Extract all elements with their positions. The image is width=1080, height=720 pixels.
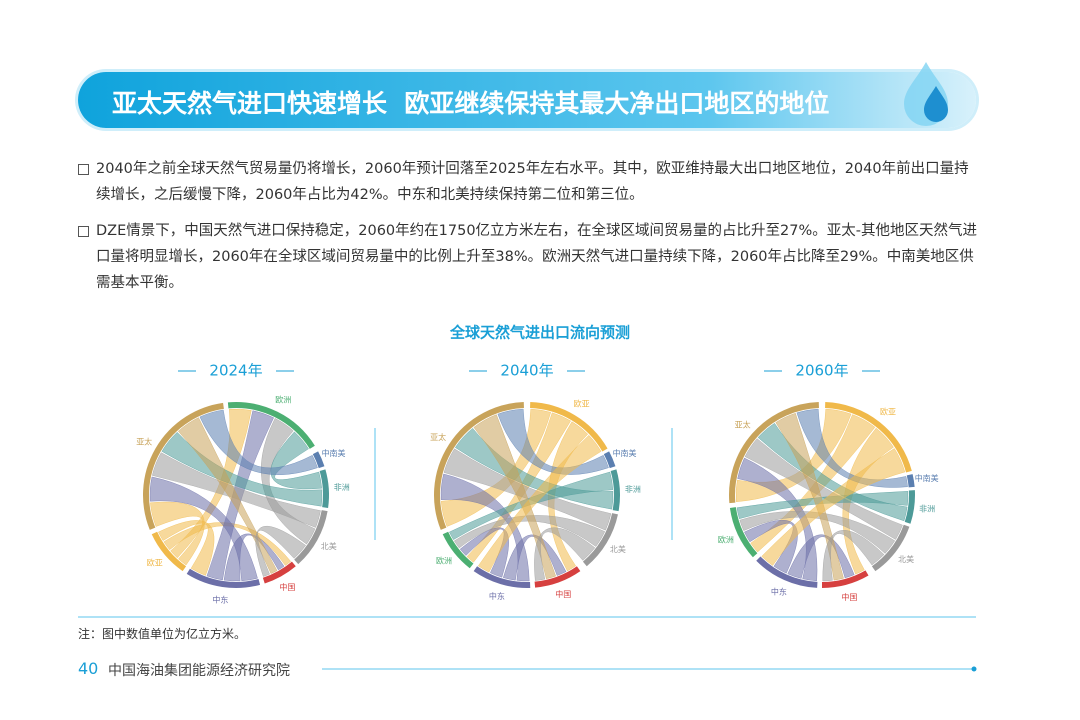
ring-arc: [821, 570, 869, 588]
region-label: 亚太: [430, 432, 446, 442]
ring-arc: [534, 566, 581, 588]
ring-arc: [603, 451, 616, 469]
region-label: 中东: [489, 591, 505, 601]
drop-icon: [904, 62, 948, 126]
ring-arc: [729, 402, 819, 504]
ring-arc: [582, 513, 618, 567]
ring-arc: [262, 561, 296, 584]
chord: [177, 417, 278, 574]
ring-arc: [729, 507, 758, 558]
footer-org: 中国海油集团能源经济研究院: [108, 663, 290, 679]
ring-arc: [529, 402, 608, 452]
chord: [796, 408, 908, 488]
chord: [161, 431, 323, 507]
ring-arc: [434, 402, 524, 530]
region-label: 中国: [279, 582, 295, 592]
region-label: 北美: [610, 544, 626, 554]
region-label: 欧洲: [718, 534, 734, 544]
region-label: 欧亚: [147, 558, 163, 568]
chord: [757, 422, 908, 522]
chord: [454, 427, 614, 510]
chord: [473, 414, 557, 580]
chord: [255, 526, 307, 577]
ring-arc: [312, 451, 325, 469]
ring-arc: [473, 566, 531, 588]
region-label: 中东: [212, 594, 228, 604]
chord: [761, 448, 906, 566]
ring-arc: [319, 469, 329, 508]
ring-arc: [906, 474, 915, 488]
region-label: 中国: [555, 589, 571, 599]
paragraph: DZE情景下，中国天然气进口保持稳定，2060年约在1750亿立方米左右，在全球…: [78, 218, 978, 296]
region-label: 亚太: [136, 437, 152, 447]
ring-arc: [825, 402, 912, 473]
dot: [971, 666, 977, 672]
ring-arc: [871, 524, 910, 572]
chord: [497, 408, 609, 475]
chord: [822, 529, 885, 582]
region-label: 欧洲: [436, 555, 452, 565]
region-label: 中南美: [613, 448, 637, 458]
page-number: 40: [78, 659, 99, 678]
ring-arc: [151, 531, 187, 572]
year-label: 2060年: [795, 362, 848, 380]
chord: [477, 434, 602, 573]
region-label: 中南美: [322, 448, 346, 458]
region-label: 欧亚: [880, 407, 896, 417]
chord: [149, 476, 258, 582]
chord: [199, 409, 318, 475]
region-label: 北美: [898, 554, 914, 564]
paragraph: 2040年之前全球天然气贸易量仍将增长，2060年预计回落至2025年左右水平。…: [78, 156, 978, 208]
ring-arc: [610, 469, 620, 512]
chord: [787, 534, 855, 579]
ring-arc: [442, 531, 474, 569]
region-label: 亚太: [735, 419, 751, 429]
chart-title: 全球天然气进出口流向预测: [449, 324, 630, 342]
region-label: 中东: [771, 586, 787, 596]
region-label: 欧亚: [574, 399, 590, 409]
banner: [78, 72, 976, 128]
note: 注：图中数值单位为亿立方米。: [78, 627, 247, 641]
region-label: 欧洲: [275, 395, 291, 405]
ring-arc: [186, 568, 261, 588]
ring-arc: [904, 490, 915, 524]
ring-arc: [294, 510, 328, 565]
region-label: 北美: [321, 541, 337, 551]
region-label: 中国: [841, 592, 857, 602]
ring-arc: [143, 402, 224, 530]
ring-arc: [756, 556, 818, 588]
year-label: 2040年: [500, 362, 553, 380]
region-label: 非洲: [919, 503, 935, 513]
region-label: 中南美: [915, 473, 939, 483]
chord: [775, 412, 844, 581]
banner-title: 亚太天然气进口快速增长 欧亚继续保持其最大净出口地区的地位: [112, 89, 830, 118]
year-label: 2024年: [209, 362, 262, 380]
region-label: 非洲: [625, 484, 641, 494]
chord: [744, 519, 798, 574]
chord: [534, 527, 596, 581]
region-label: 非洲: [334, 482, 350, 492]
ring-arc: [227, 402, 315, 449]
